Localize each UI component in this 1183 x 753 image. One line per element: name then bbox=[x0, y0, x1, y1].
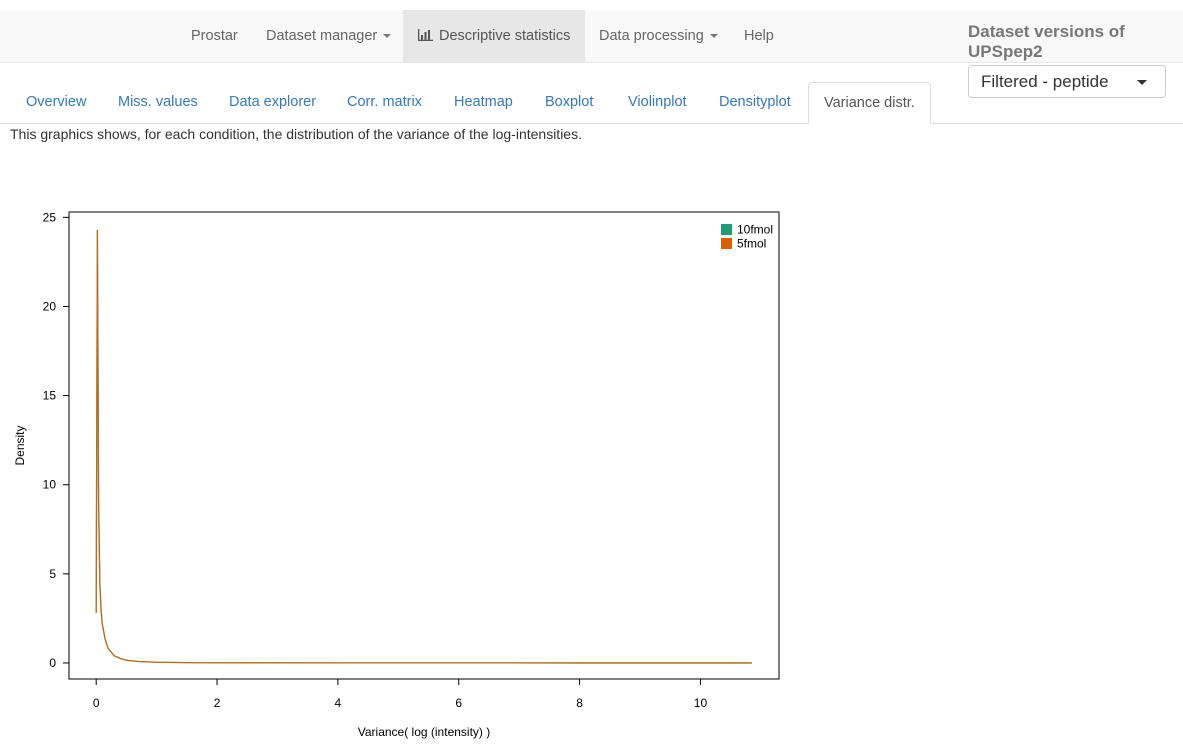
tab-miss-values[interactable]: Miss. values bbox=[118, 94, 198, 110]
nav-item-dataset-manager[interactable]: Dataset manager bbox=[252, 10, 405, 62]
variance-density-chart: 0 2 4 6 8 10 0 5 10 15 20 25 Variance( log (intensit… bbox=[13, 210, 780, 739]
bar-chart-icon bbox=[418, 29, 433, 41]
x-tick-label: 6 bbox=[455, 696, 462, 710]
x-tick-label: 8 bbox=[576, 696, 583, 710]
x-tick-label: 10 bbox=[694, 696, 708, 710]
y-tick-label: 10 bbox=[43, 478, 57, 492]
nav-item-label: Help bbox=[744, 28, 774, 44]
nav-item-prostar[interactable]: Prostar bbox=[177, 10, 252, 62]
tab-boxplot[interactable]: Boxplot bbox=[545, 94, 594, 110]
x-tick-label: 2 bbox=[214, 696, 221, 710]
nav-item-label: Data processing bbox=[599, 28, 704, 44]
legend-swatch-10fmol bbox=[721, 224, 732, 235]
x-tick-label: 0 bbox=[93, 696, 100, 710]
caret-down-icon bbox=[383, 34, 392, 39]
dataset-version-select[interactable]: Filtered - peptide bbox=[968, 65, 1166, 98]
legend-label-5fmol: 5fmol bbox=[737, 237, 766, 251]
plot-description: This graphics shows, for each condition,… bbox=[10, 126, 582, 142]
nav-item-descriptive-statistics[interactable]: Descriptive statistics bbox=[403, 10, 586, 62]
tab-violinplot[interactable]: Violinplot bbox=[628, 94, 687, 110]
plot-frame bbox=[68, 211, 780, 680]
nav-item-label: Prostar bbox=[191, 28, 238, 44]
tab-data-explorer[interactable]: Data explorer bbox=[229, 94, 317, 110]
y-tick-label: 20 bbox=[43, 299, 57, 313]
nav-item-data-processing[interactable]: Data processing bbox=[584, 10, 733, 62]
top-navbar: Prostar Dataset manager Descriptive stat… bbox=[0, 10, 1183, 63]
caret-down-icon bbox=[709, 34, 718, 39]
tab-strip-border bbox=[0, 123, 1183, 124]
y-tick-label: 15 bbox=[43, 389, 57, 403]
dataset-versions-title: Dataset versions of UPSpep2 bbox=[968, 22, 1125, 61]
series-line-5fmol bbox=[95, 229, 752, 664]
y-axis-label: Density bbox=[13, 425, 27, 465]
tab-corr-matrix[interactable]: Corr. matrix bbox=[347, 94, 422, 110]
x-axis-label: Variance( log (intensity) ) bbox=[358, 725, 491, 739]
nav-item-label: Dataset manager bbox=[266, 28, 378, 44]
series-line-10fmol bbox=[95, 229, 752, 664]
tab-variance-distr[interactable]: Variance distr. bbox=[808, 82, 931, 124]
legend-label-10fmol: 10fmol bbox=[737, 223, 773, 237]
tab-overview[interactable]: Overview bbox=[26, 94, 87, 110]
caret-down-icon bbox=[1137, 80, 1147, 85]
y-tick-label: 5 bbox=[49, 567, 56, 581]
nav-item-help[interactable]: Help bbox=[730, 10, 788, 62]
tab-heatmap[interactable]: Heatmap bbox=[454, 94, 513, 110]
tab-densityplot[interactable]: Densityplot bbox=[719, 94, 791, 110]
x-tick-label: 4 bbox=[335, 696, 342, 710]
y-tick-label: 25 bbox=[43, 210, 57, 224]
y-tick-label: 0 bbox=[49, 656, 56, 670]
legend-swatch-5fmol bbox=[721, 238, 732, 249]
nav-item-label: Descriptive statistics bbox=[439, 28, 571, 44]
selected-version-text: Filtered - peptide bbox=[981, 72, 1109, 91]
